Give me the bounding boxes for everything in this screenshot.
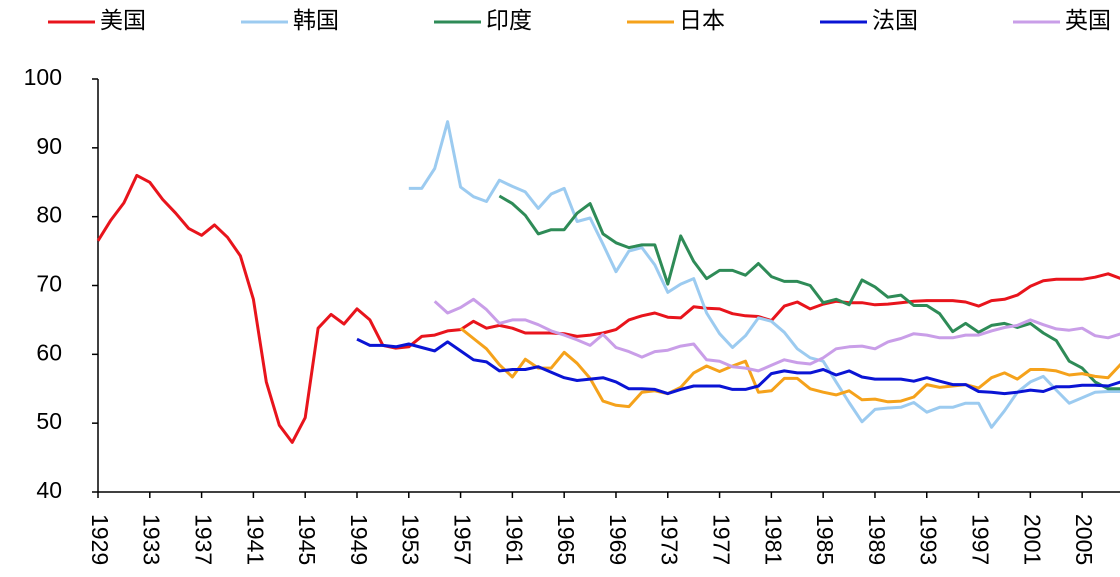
y-tick-label: 50: [36, 408, 62, 434]
x-tick-label: 1989: [864, 514, 890, 565]
y-tick-label: 60: [36, 339, 62, 365]
series-line: [356, 337, 1120, 396]
series-line: [433, 297, 1120, 373]
series-line: [96, 173, 1120, 444]
x-tick-label: 2005: [1071, 514, 1097, 565]
x-tick-label: 1941: [242, 514, 268, 565]
x-tick-label: 2001: [1019, 514, 1045, 565]
y-tick-label: 90: [36, 133, 62, 159]
x-tick-label: 1929: [87, 514, 113, 565]
legend-label: 英国: [1065, 7, 1111, 33]
legend-label: 法国: [872, 7, 918, 33]
series-line: [498, 194, 1120, 391]
x-tick-label: 1965: [553, 514, 579, 565]
y-tick-label: 80: [36, 202, 62, 228]
plot-lines: [96, 120, 1120, 444]
y-tick-label: 70: [36, 271, 62, 297]
x-tick-label: 1933: [139, 514, 165, 565]
x-tick-label: 1977: [708, 514, 734, 565]
x-tick-label: 1973: [657, 514, 683, 565]
x-tick-label: 1993: [916, 514, 942, 565]
legend-label: 印度: [486, 7, 532, 33]
series-line: [408, 120, 1120, 429]
x-tick-label: 1953: [398, 514, 424, 565]
x-tick-label: 1945: [294, 514, 320, 565]
x-tick-label: 1985: [812, 514, 838, 565]
x-tick-label: 1969: [605, 514, 631, 565]
x-tick-label: 1957: [450, 514, 476, 565]
x-tick-label: 1949: [346, 514, 372, 565]
series-line: [459, 327, 1120, 409]
x-tick-label: 1937: [191, 514, 217, 565]
y-tick-label: 100: [24, 64, 62, 90]
x-tick-label: 1961: [501, 514, 527, 565]
x-tick-label: 1981: [760, 514, 786, 565]
legend-label: 韩国: [293, 7, 339, 33]
x-tick-label: 1997: [967, 514, 993, 565]
legend-label: 美国: [100, 7, 146, 33]
legend-label: 日本: [679, 7, 725, 33]
y-tick-label: 40: [36, 477, 62, 503]
